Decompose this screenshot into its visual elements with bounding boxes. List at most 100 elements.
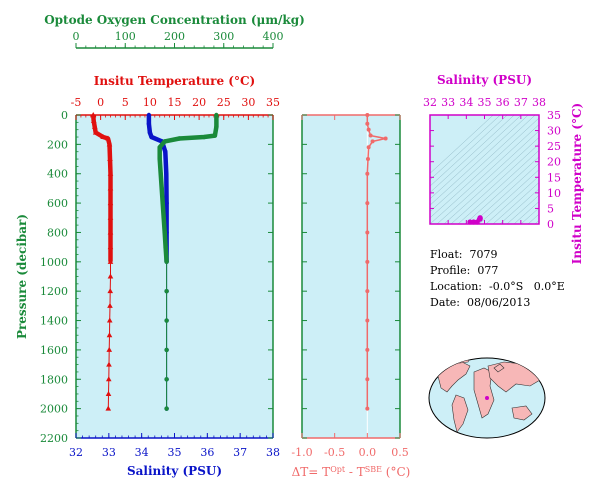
temperature-point bbox=[107, 214, 114, 220]
delta-point bbox=[368, 133, 373, 138]
density-contour bbox=[430, 115, 536, 212]
density-contour bbox=[471, 162, 539, 224]
oxygen-point bbox=[157, 156, 162, 162]
delta-tick-label: -0.5 bbox=[324, 446, 345, 459]
temperature-point bbox=[105, 376, 112, 382]
temperature-axis-label: Insitu Temperature (°C) bbox=[94, 74, 255, 88]
temperature-point bbox=[106, 332, 113, 338]
temperature-point bbox=[107, 258, 114, 264]
continent bbox=[451, 394, 469, 433]
salinity-tick-label: 32 bbox=[69, 446, 83, 459]
delta-label-sup: SBE bbox=[365, 465, 382, 474]
temperature-point bbox=[107, 244, 114, 250]
salinity-tick-label: 35 bbox=[168, 446, 182, 459]
oxygen-point bbox=[160, 200, 165, 206]
pressure-tick-label: 400 bbox=[47, 168, 68, 181]
delta-point bbox=[365, 406, 370, 411]
continent bbox=[493, 363, 505, 373]
delta-point bbox=[365, 157, 370, 162]
ts-background bbox=[430, 115, 539, 224]
salinity-tick-label: 36 bbox=[200, 446, 214, 459]
delta-point bbox=[365, 171, 370, 176]
temperature-point bbox=[107, 302, 113, 308]
density-contour bbox=[527, 213, 539, 224]
ts-x-tick-label: 34 bbox=[459, 96, 473, 109]
oxygen-point bbox=[161, 215, 166, 220]
ts-y-tick-label: 35 bbox=[547, 109, 561, 122]
delta-point bbox=[383, 136, 388, 141]
salinity-point bbox=[163, 149, 168, 154]
temperature-point bbox=[105, 390, 112, 396]
delta-point bbox=[365, 289, 370, 294]
ts-x-tick-label: 32 bbox=[423, 96, 437, 109]
density-contour bbox=[436, 130, 539, 224]
density-contour bbox=[464, 156, 539, 224]
temperature-point bbox=[107, 156, 113, 162]
delta-point bbox=[366, 145, 371, 150]
temperature-point bbox=[90, 117, 97, 123]
temperature-point bbox=[105, 405, 112, 411]
density-contours bbox=[430, 115, 539, 224]
temperature-point bbox=[106, 346, 113, 352]
delta-label-part: (°C) bbox=[382, 465, 410, 479]
density-contour bbox=[430, 115, 515, 193]
plot-background bbox=[76, 115, 273, 438]
profile-date: Date: 08/06/2013 bbox=[430, 296, 531, 309]
density-contour bbox=[492, 182, 539, 224]
temperature-point bbox=[106, 141, 113, 147]
oxygen-tick-label: 200 bbox=[164, 30, 185, 43]
delta-t-panel: -1.0 -0.5 0.0 0.5 ΔT= TOpt - TSBE (°C) bbox=[291, 113, 410, 479]
ts-y-tick-label: 5 bbox=[547, 202, 554, 215]
delta-point bbox=[365, 121, 370, 126]
delta-tick-label: 0.0 bbox=[359, 446, 377, 459]
pressure-tick-label: 1200 bbox=[40, 285, 68, 298]
temperature-tick-label: -5 bbox=[71, 96, 82, 109]
continent bbox=[473, 367, 495, 419]
temperature-point bbox=[106, 361, 112, 367]
pressure-tick-label: 2000 bbox=[40, 403, 68, 416]
density-contour bbox=[430, 115, 529, 206]
salinity-point bbox=[146, 121, 152, 127]
delta-label-part: ΔT= T bbox=[292, 465, 331, 479]
oxygen-point bbox=[214, 112, 219, 118]
density-contour bbox=[430, 117, 539, 219]
temperature-point bbox=[107, 185, 114, 191]
pressure-tick-label: 800 bbox=[47, 226, 68, 239]
ts-y-axis-label: Insitu Temperature (°C) bbox=[570, 103, 584, 264]
density-contour bbox=[478, 169, 539, 224]
salinity-line bbox=[146, 115, 169, 262]
temperature-point bbox=[107, 273, 114, 279]
temperature-tick-label: 0 bbox=[97, 96, 104, 109]
salinity-point bbox=[147, 130, 153, 135]
world-map bbox=[428, 357, 546, 439]
profile-number: Profile: 077 bbox=[430, 264, 499, 277]
density-contour bbox=[513, 201, 539, 224]
pressure-tick-label: 1400 bbox=[40, 315, 68, 328]
delta-axis-label: ΔT= TOpt - TSBE (°C) bbox=[292, 465, 411, 480]
oxygen-tick-label: 0 bbox=[73, 30, 80, 43]
oxygen-point bbox=[157, 145, 162, 150]
ts-point bbox=[471, 219, 477, 225]
profile-panel: 0200400600800100012001400160018002000220… bbox=[15, 13, 305, 478]
temperature-point bbox=[90, 112, 97, 117]
float-location: Location: -0.0°S 0.0°E bbox=[430, 280, 565, 293]
density-contour bbox=[430, 115, 508, 187]
oxygen-point bbox=[164, 406, 169, 411]
oxygen-point bbox=[158, 171, 163, 176]
delta-tick-label: 0.5 bbox=[391, 446, 409, 459]
ts-y-tick-label: 20 bbox=[547, 156, 561, 169]
density-contour bbox=[430, 115, 522, 200]
density-contour bbox=[430, 124, 539, 224]
temperature-tick-label: 10 bbox=[143, 96, 157, 109]
pressure-tick-label: 1800 bbox=[40, 373, 68, 386]
salinity-tick-label: 34 bbox=[135, 446, 149, 459]
temperature-point bbox=[107, 200, 114, 206]
temperature-point bbox=[92, 129, 99, 135]
oxygen-point bbox=[164, 259, 169, 265]
temperature-point bbox=[106, 317, 113, 323]
pressure-tick-label: 1600 bbox=[40, 344, 68, 357]
density-contour bbox=[485, 175, 539, 224]
density-contour bbox=[506, 194, 539, 224]
ts-x-tick-label: 36 bbox=[496, 96, 510, 109]
